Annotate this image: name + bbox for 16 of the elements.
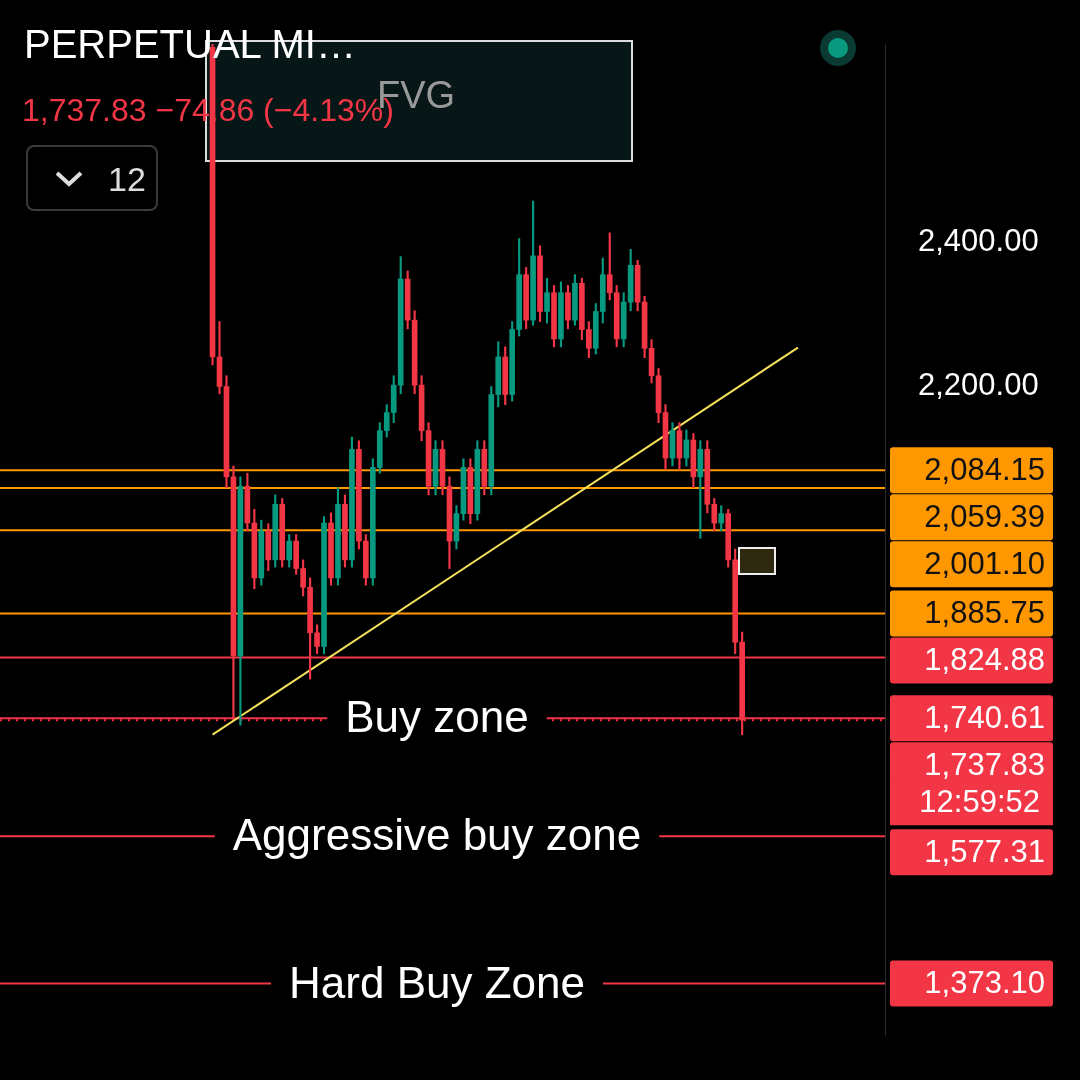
ref-line-label: 2,084.15	[924, 451, 1045, 487]
y-tick-label: 2,200.00	[918, 367, 1039, 403]
ref-line-label: 1,740.61	[924, 699, 1045, 735]
annotation: Aggressive buy zone	[232, 810, 642, 860]
annotation: Buy zone	[345, 692, 529, 742]
ref-line-label: 1,737.83	[924, 746, 1045, 782]
annotation: 12	[108, 160, 146, 199]
ref-line-label: 1,824.88	[924, 642, 1045, 678]
ref-line-label: 1,885.75	[924, 595, 1045, 631]
ref-line-label: 1,373.10	[924, 965, 1045, 1001]
y-tick-label: 2,400.00	[918, 222, 1039, 258]
ref-line-label: 2,001.10	[924, 545, 1045, 581]
ref-line-label: 2,059.39	[924, 498, 1045, 534]
text: 12:59:52	[919, 783, 1040, 819]
annotation: Hard Buy Zone	[289, 957, 585, 1007]
ref-line-label: 1,577.31	[924, 833, 1045, 869]
